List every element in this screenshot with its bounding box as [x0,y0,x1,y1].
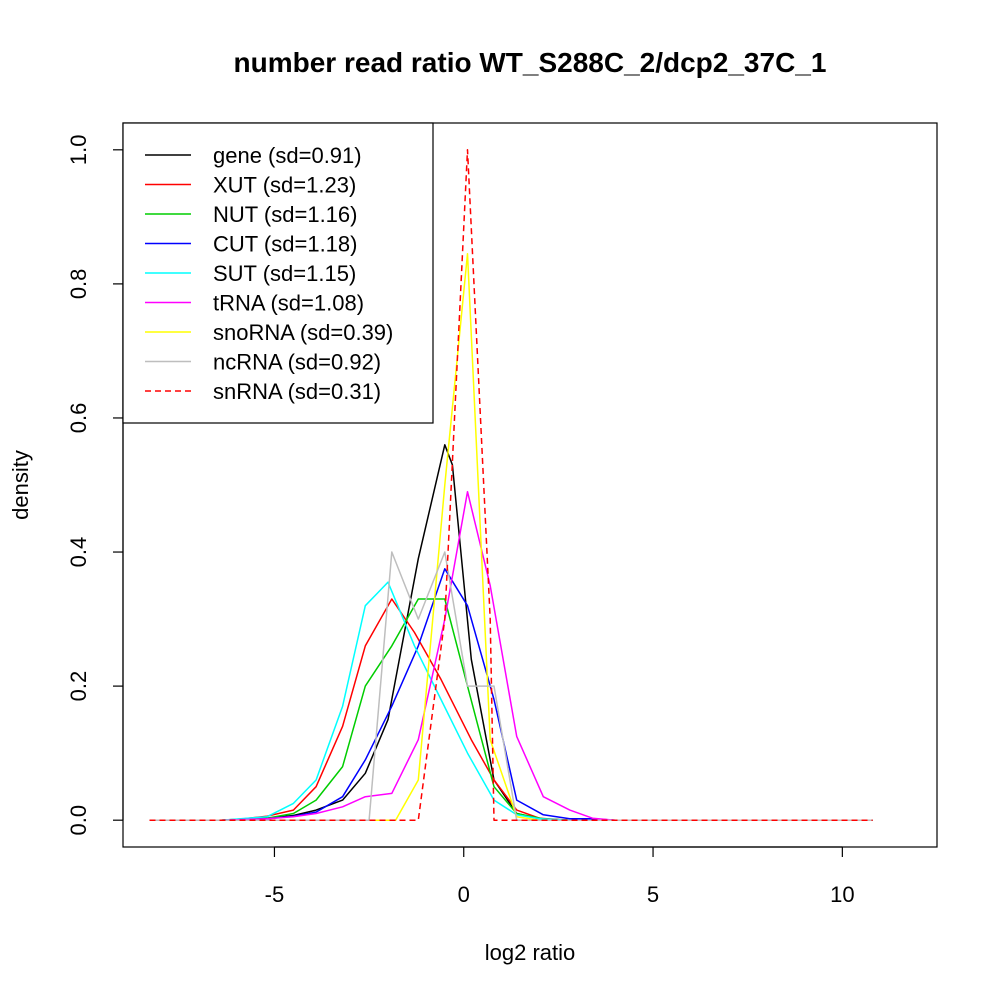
y-tick-label: 0.4 [66,537,91,568]
series-line [149,252,873,821]
legend-label: XUT (sd=1.23) [213,173,356,198]
legend-label: snoRNA (sd=0.39) [213,320,393,345]
legend: gene (sd=0.91) XUT (sd=1.23) NUT (sd=1.16)… [122,122,434,424]
series-line [149,149,873,821]
chart-title: number read ratio WT_S288C_2/dcp2_37C_1 [234,47,827,78]
legend-label: gene (sd=0.91) [213,143,362,168]
legend-label: SUT (sd=1.15) [213,261,356,286]
series-line [149,581,873,821]
y-tick-label: 0.8 [66,269,91,300]
legend-label: snRNA (sd=0.31) [213,379,381,404]
series-line [149,551,873,821]
y-axis: 0.0 0.2 0.4 0.6 0.8 1.0 [66,135,124,836]
legend-label: NUT (sd=1.16) [213,202,357,227]
x-axis-label: log2 ratio [485,940,576,965]
x-tick-label: 5 [647,882,659,907]
x-axis: -5 0 5 10 [265,846,855,907]
x-tick-label: 0 [458,882,470,907]
series-line [149,490,873,821]
legend-label: CUT (sd=1.18) [213,232,357,257]
legend-label: ncRNA (sd=0.92) [213,350,381,375]
y-tick-label: 1.0 [66,135,91,166]
legend-label: tRNA (sd=1.08) [213,291,364,316]
x-tick-label: 10 [830,882,854,907]
y-tick-label: 0.2 [66,671,91,702]
x-tick-label: -5 [265,882,285,907]
y-tick-label: 0.6 [66,403,91,434]
y-tick-label: 0.0 [66,805,91,836]
series-line [149,444,873,821]
plot-area [149,149,873,821]
y-axis-label: density [8,450,33,520]
